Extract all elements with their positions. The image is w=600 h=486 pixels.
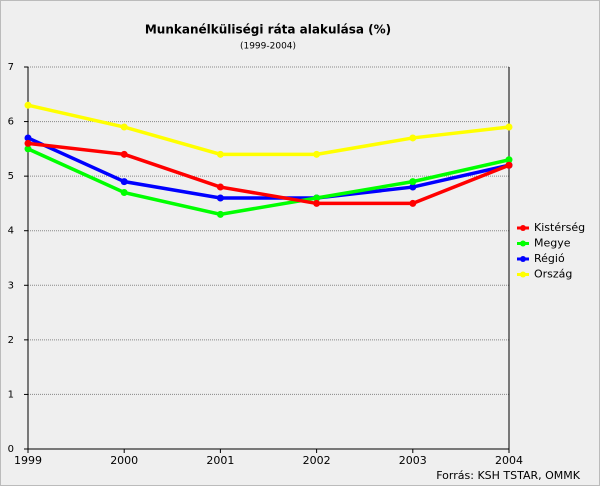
legend-label: Régió — [534, 252, 565, 265]
y-tick-label: 2 — [8, 335, 14, 346]
data-point — [216, 194, 224, 202]
data-point — [24, 145, 32, 153]
data-point — [120, 150, 128, 158]
data-point — [216, 183, 224, 191]
chart-title: Munkanélküliségi ráta alakulása (%) — [145, 23, 391, 37]
y-tick-label: 1 — [8, 389, 14, 400]
chart-subtitle: (1999-2004) — [240, 42, 296, 52]
y-tick-label: 0 — [8, 444, 14, 455]
legend-dot — [520, 271, 526, 278]
series-line — [27, 147, 510, 217]
data-point — [505, 123, 513, 131]
x-tick-label: 2004 — [495, 454, 523, 467]
x-tick-label: 2002 — [303, 454, 331, 467]
x-tick-label: 1999 — [14, 454, 42, 467]
y-tick-label: 7 — [8, 62, 14, 73]
series-line — [27, 136, 510, 200]
data-point — [216, 210, 224, 218]
y-tick-label: 3 — [8, 280, 14, 291]
data-point — [24, 101, 32, 109]
series-line — [27, 103, 510, 157]
x-tick-label: 2003 — [399, 454, 427, 467]
series-line — [27, 141, 510, 206]
data-point — [409, 134, 417, 142]
legend-dot — [520, 225, 526, 231]
data-point — [409, 178, 417, 186]
data-point — [313, 199, 321, 207]
data-point — [120, 189, 128, 197]
y-tick-label: 5 — [8, 171, 14, 182]
x-tick-label: 2001 — [206, 454, 234, 467]
legend-label: Ország — [534, 268, 572, 281]
x-tick-label: 2000 — [110, 454, 138, 467]
legend-dot — [520, 240, 526, 247]
data-point — [120, 178, 128, 186]
data-point — [120, 123, 128, 131]
data-point — [505, 161, 513, 169]
y-tick-label: 6 — [8, 117, 14, 128]
data-point — [24, 134, 32, 142]
source-note: Forrás: KSH TSTAR, OMMK — [436, 469, 581, 482]
legend-dot — [520, 256, 526, 262]
data-point — [24, 139, 32, 147]
y-tick-label: 4 — [8, 226, 14, 237]
data-point — [505, 156, 513, 164]
data-point — [409, 199, 417, 207]
data-point — [313, 150, 321, 158]
legend-label: Megye — [534, 237, 571, 250]
legend-label: Kistérség — [534, 221, 585, 234]
data-point — [409, 183, 417, 191]
data-point — [216, 150, 224, 158]
data-point — [313, 194, 321, 202]
